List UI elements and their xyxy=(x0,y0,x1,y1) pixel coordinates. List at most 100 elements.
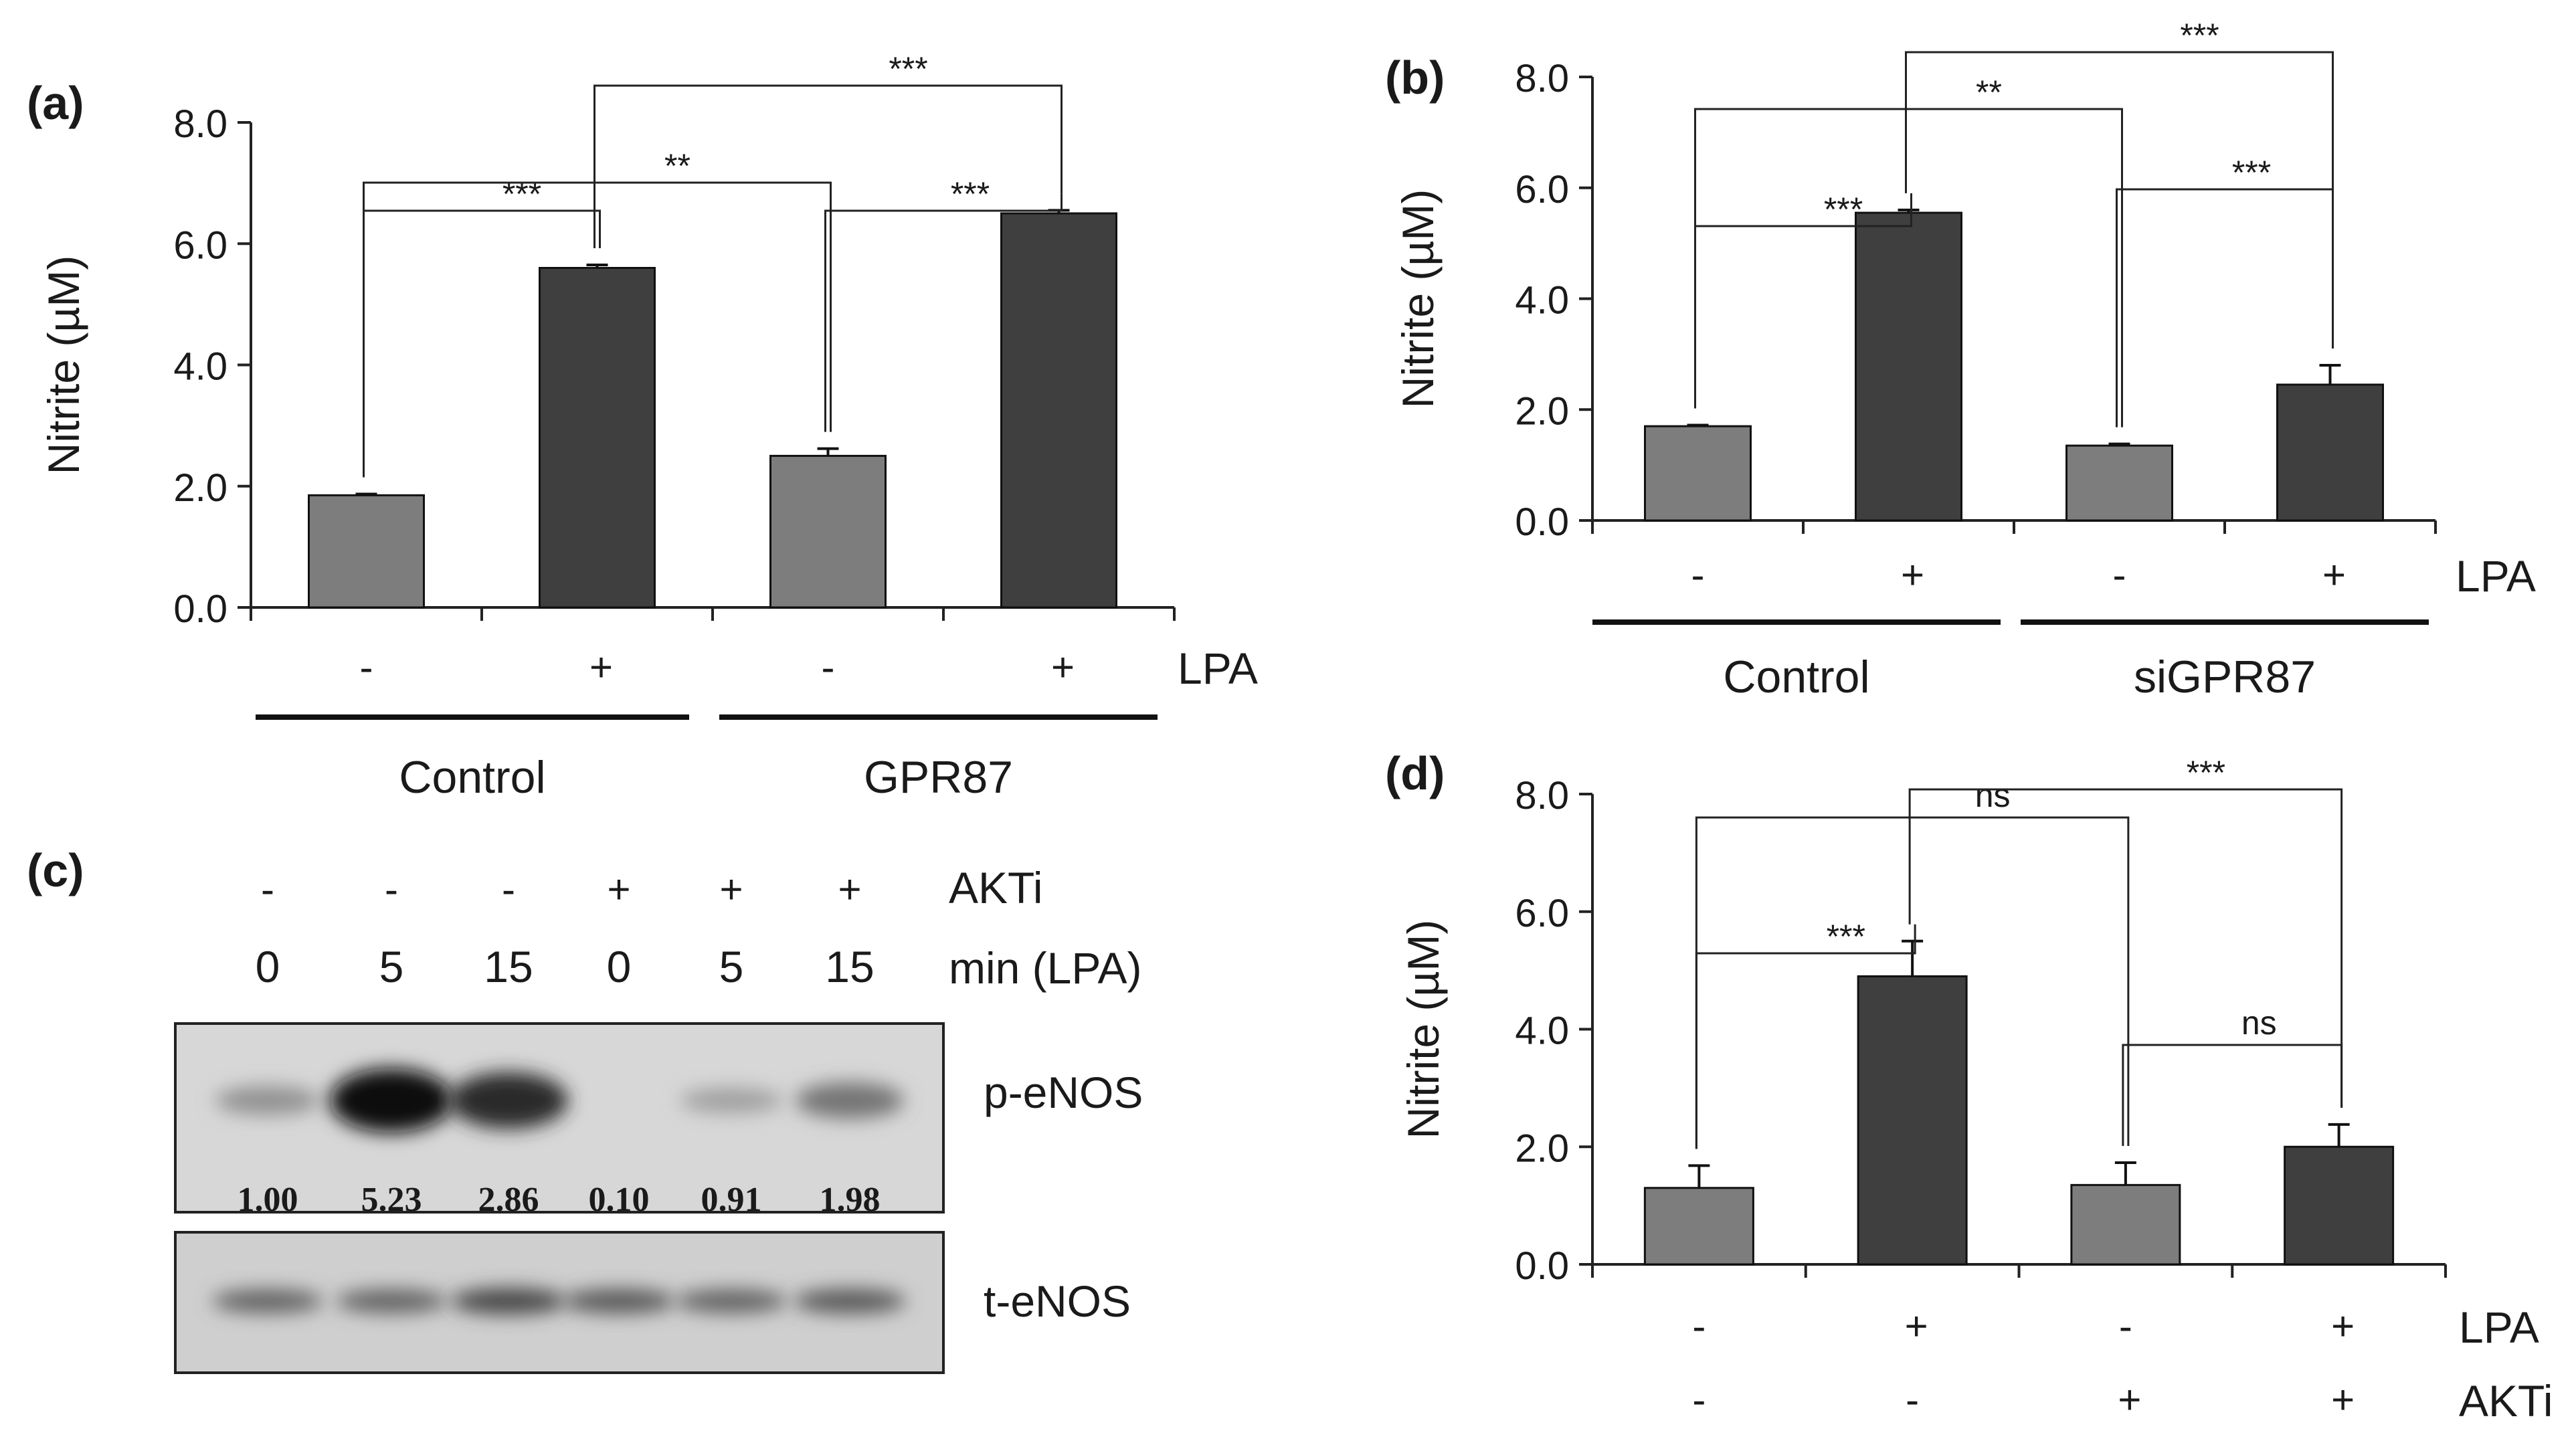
akti-sign: - xyxy=(261,867,274,912)
treatment-sign: + xyxy=(589,645,613,690)
treatment-sign: - xyxy=(2119,1304,2132,1349)
y-tick-label: 8.0 xyxy=(1515,57,1569,100)
quantification-value: 1.98 xyxy=(820,1181,881,1219)
treatment-label-lpa: LPA xyxy=(2456,551,2536,601)
p-enos-label: p-eNOS xyxy=(984,1068,1143,1117)
blot-band xyxy=(796,1082,904,1119)
significance-label: ns xyxy=(1975,777,2011,814)
significance-label: *** xyxy=(1827,918,1865,955)
panel-b-label: (b) xyxy=(1385,52,1445,104)
y-axis-title: Nitrite (µM) xyxy=(1393,189,1443,409)
time-point: 0 xyxy=(256,942,280,991)
time-point: 5 xyxy=(719,942,744,991)
blot-band xyxy=(449,1072,568,1129)
bar-4 xyxy=(2276,383,2384,522)
panel-c-label: (c) xyxy=(27,844,84,896)
blot-band xyxy=(215,1086,320,1115)
bar-3 xyxy=(2070,1183,2181,1266)
significance-label: *** xyxy=(889,50,927,88)
y-tick-label: 4.0 xyxy=(173,345,227,389)
treatment-sign: + xyxy=(1051,645,1075,690)
p-enos-bands xyxy=(215,1068,904,1133)
group-label: GPR87 xyxy=(864,752,1013,803)
p-enos-blot-frame xyxy=(174,1022,945,1214)
treatment-sign: - xyxy=(822,645,835,690)
treatment-sign: + xyxy=(2118,1377,2141,1422)
y-tick-label: 0.0 xyxy=(1515,500,1569,544)
y-tick-label: 0.0 xyxy=(173,587,227,631)
time-point: 5 xyxy=(379,942,404,991)
treatment-label-lpa: LPA xyxy=(1178,644,1258,693)
akti-sign: - xyxy=(502,867,515,912)
y-tick-label: 4.0 xyxy=(1515,279,1569,322)
group-label: siGPR87 xyxy=(2134,652,2316,702)
blot-lane-labels: - - - + + +0 5 15 0 5 15 xyxy=(256,867,875,991)
bar-2 xyxy=(539,267,656,609)
significance-label: *** xyxy=(2180,17,2219,54)
treatment-sign: + xyxy=(2331,1304,2355,1349)
bar-1 xyxy=(1644,425,1752,522)
bar-4 xyxy=(2284,1145,2395,1266)
significance-bracket xyxy=(1694,108,2123,427)
quantification-value: 2.86 xyxy=(478,1181,539,1219)
treatment-sign: - xyxy=(1691,553,1705,597)
treatment-sign: + xyxy=(1905,1304,1928,1349)
significance-label: ** xyxy=(664,147,691,185)
y-tick-label: 8.0 xyxy=(1515,774,1569,817)
time-point: 15 xyxy=(484,942,533,991)
group-label: Control xyxy=(399,752,545,803)
y-tick-label: 6.0 xyxy=(1515,892,1569,935)
bar-1 xyxy=(1643,1187,1754,1266)
treatment-label-lpa: LPA xyxy=(2459,1302,2539,1352)
quantification-row: 1.00 5.23 2.86 0.10 0.91 1.98 xyxy=(238,1181,881,1219)
treatment-sign: - xyxy=(1692,1377,1706,1422)
bar-2 xyxy=(1857,975,1968,1266)
y-tick-label: 2.0 xyxy=(1515,1127,1569,1170)
time-point: 0 xyxy=(607,942,632,991)
bar-3 xyxy=(769,454,887,609)
bar-1 xyxy=(308,494,425,609)
treatment-sign: + xyxy=(2322,553,2346,597)
panel-d: (d) Nitrite (µM) 0.0 2.0 4.0 6.0 8.0 *** ns ns ***… xyxy=(1385,747,2553,1426)
quantification-value: 0.10 xyxy=(589,1181,650,1219)
y-axis-title: Nitrite (µM) xyxy=(39,256,88,475)
bar-3 xyxy=(2065,444,2173,522)
y-tick-label: 6.0 xyxy=(173,223,227,267)
significance-label: *** xyxy=(502,175,541,213)
bar-2 xyxy=(1855,211,1962,522)
significance-label: ** xyxy=(1976,74,2002,111)
significance-bracket xyxy=(2122,1044,2343,1146)
blot-band xyxy=(680,1088,783,1113)
significance-label: *** xyxy=(2232,154,2271,191)
blot-band xyxy=(336,1289,447,1313)
y-tick-label: 2.0 xyxy=(1515,389,1569,433)
panel-d-label: (d) xyxy=(1385,747,1445,799)
y-axis-title: Nitrite (µM) xyxy=(1398,920,1448,1139)
blot-band xyxy=(451,1288,566,1315)
panel-b: (b)Nitrite (µM)0.02.04.06.08.0**********… xyxy=(1385,17,2536,702)
akti-sign: + xyxy=(607,867,630,912)
treatment-sign: - xyxy=(1906,1377,1919,1422)
akti-row-label: AKTi xyxy=(949,863,1043,912)
quantification-value: 1.00 xyxy=(238,1181,298,1219)
significance-label: *** xyxy=(951,175,990,213)
time-point: 15 xyxy=(825,942,874,991)
akti-sign: + xyxy=(838,867,861,912)
blot-band xyxy=(676,1289,787,1313)
significance-bracket xyxy=(1908,788,2343,1108)
treatment-label-akti: AKTi xyxy=(2459,1376,2553,1426)
quantification-value: 5.23 xyxy=(361,1181,422,1219)
significance-label: *** xyxy=(1824,191,1863,228)
treatment-sign: - xyxy=(2113,553,2126,597)
panel-a: (a)Nitrite (µM)0.02.04.06.08.0*** *******… xyxy=(27,50,1258,803)
y-tick-label: 6.0 xyxy=(1515,168,1569,211)
treatment-sign: - xyxy=(1692,1304,1706,1349)
panel-c-western-blot: (c) AKTi min (LPA) - - - + + +0 5 15 0 5 15 p-eNOS… xyxy=(27,844,1143,1374)
significance-label: ns xyxy=(2241,1004,2277,1042)
y-tick-label: 0.0 xyxy=(1515,1244,1569,1288)
group-label: Control xyxy=(1723,652,1869,702)
akti-sign: + xyxy=(719,867,743,912)
blot-band xyxy=(330,1068,453,1133)
y-tick-label: 4.0 xyxy=(1515,1009,1569,1053)
blot-band xyxy=(563,1288,675,1314)
